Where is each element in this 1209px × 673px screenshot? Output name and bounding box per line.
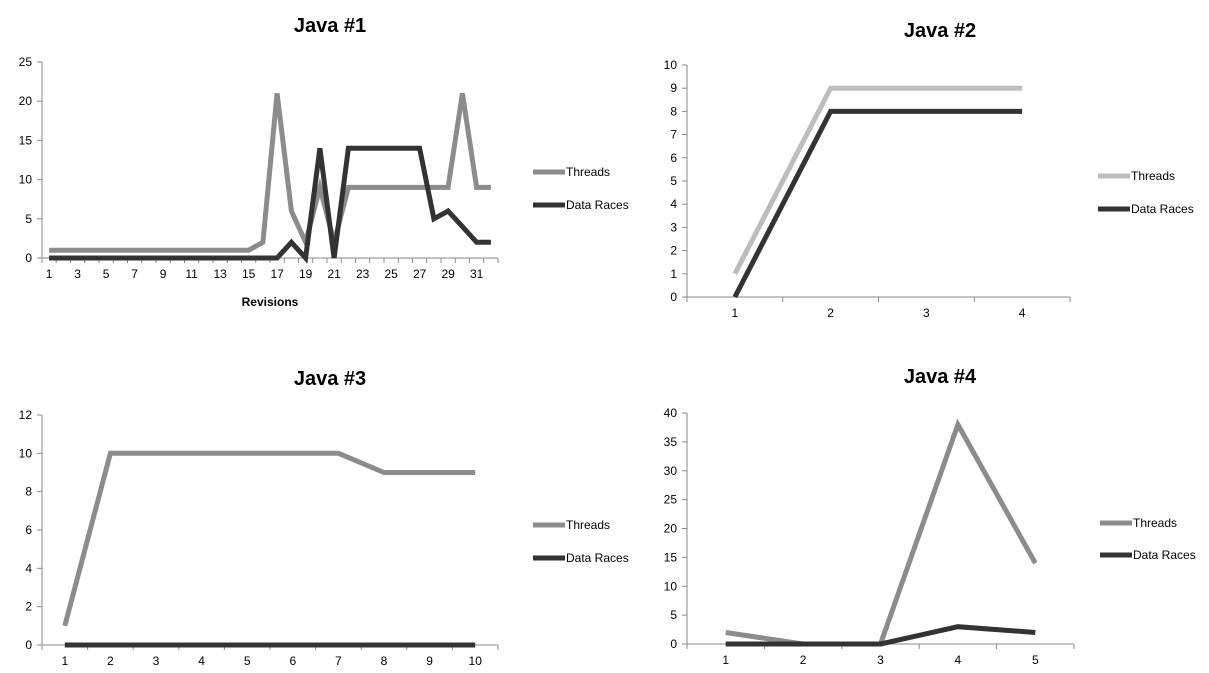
y-tick-label: 10 bbox=[19, 173, 33, 187]
y-tick-label: 12 bbox=[19, 408, 33, 422]
x-tick-label: 31 bbox=[470, 267, 484, 281]
x-axis-label: Revisions bbox=[242, 295, 299, 309]
x-tick-label: 9 bbox=[160, 267, 167, 281]
y-tick-label: 2 bbox=[670, 244, 677, 258]
x-tick-label: 7 bbox=[335, 654, 342, 668]
legend-label: Data Races bbox=[1133, 548, 1196, 562]
series-line-data-races bbox=[732, 108, 1023, 299]
x-tick-label: 7 bbox=[131, 267, 138, 281]
chart-title: Java #3 bbox=[294, 368, 366, 390]
x-tick-label: 4 bbox=[198, 654, 205, 668]
y-tick-label: 20 bbox=[19, 94, 33, 108]
y-tick-label: 30 bbox=[664, 464, 678, 478]
legend-label: Threads bbox=[566, 165, 610, 179]
x-tick-label: 9 bbox=[426, 654, 433, 668]
x-tick-label: 3 bbox=[153, 654, 160, 668]
x-tick-label: 5 bbox=[103, 267, 110, 281]
y-tick-label: 5 bbox=[670, 608, 677, 622]
legend-label: Threads bbox=[1133, 516, 1177, 530]
x-tick-label: 6 bbox=[289, 654, 296, 668]
series-line-threads bbox=[62, 450, 476, 627]
x-tick-label: 2 bbox=[800, 653, 807, 667]
y-tick-label: 40 bbox=[664, 406, 678, 420]
legend-label: Data Races bbox=[566, 551, 629, 565]
x-tick-label: 2 bbox=[827, 306, 834, 320]
x-tick-label: 5 bbox=[1032, 653, 1039, 667]
series-line-data-races bbox=[49, 145, 491, 264]
y-tick-label: 25 bbox=[664, 493, 678, 507]
y-tick-label: 0 bbox=[25, 251, 32, 265]
x-tick-label: 3 bbox=[877, 653, 884, 667]
y-tick-label: 6 bbox=[25, 523, 32, 537]
series-line-threads bbox=[732, 85, 1023, 275]
x-tick-label: 1 bbox=[732, 306, 739, 320]
x-tick-label: 21 bbox=[327, 267, 341, 281]
x-tick-label: 2 bbox=[107, 654, 114, 668]
x-tick-label: 17 bbox=[270, 267, 284, 281]
chart-title: Java #4 bbox=[904, 366, 977, 388]
y-tick-label: 9 bbox=[670, 81, 677, 95]
y-tick-label: 1 bbox=[670, 267, 677, 281]
y-tick-label: 5 bbox=[670, 174, 677, 188]
legend-label: Threads bbox=[566, 518, 610, 532]
legend-label: Data Races bbox=[1131, 202, 1194, 216]
x-tick-label: 11 bbox=[185, 267, 198, 281]
y-tick-label: 15 bbox=[19, 133, 33, 147]
x-tick-label: 15 bbox=[242, 267, 256, 281]
x-tick-label: 5 bbox=[244, 654, 251, 668]
y-tick-label: 8 bbox=[25, 485, 32, 499]
y-tick-label: 3 bbox=[670, 220, 677, 234]
series-line-threads bbox=[49, 93, 491, 253]
chart-title: Java #1 bbox=[294, 15, 366, 37]
legend-label: Data Races bbox=[566, 198, 629, 212]
y-tick-label: 20 bbox=[664, 522, 678, 536]
y-tick-label: 10 bbox=[664, 579, 678, 593]
x-tick-label: 3 bbox=[74, 267, 81, 281]
y-tick-label: 4 bbox=[25, 561, 32, 575]
y-tick-label: 7 bbox=[670, 128, 677, 142]
series-line-data-races bbox=[725, 624, 1036, 647]
x-tick-label: 1 bbox=[722, 653, 729, 667]
x-tick-label: 19 bbox=[299, 267, 313, 281]
y-tick-label: 0 bbox=[670, 637, 677, 651]
chart-4: Java #4 0 5 10 15 20 25 30 35 40 1 2 3 4 5 Threads Data … bbox=[664, 366, 1196, 667]
y-tick-label: 25 bbox=[19, 55, 33, 69]
x-tick-label: 1 bbox=[61, 654, 68, 668]
x-tick-label: 25 bbox=[384, 267, 398, 281]
x-tick-label: 23 bbox=[356, 267, 370, 281]
series-line-threads bbox=[725, 418, 1038, 647]
x-tick-label: 8 bbox=[381, 654, 388, 668]
chart-title: Java #2 bbox=[904, 20, 976, 42]
y-tick-label: 0 bbox=[25, 638, 32, 652]
x-tick-label: 10 bbox=[469, 654, 483, 668]
y-tick-label: 0 bbox=[670, 290, 677, 304]
y-tick-label: 2 bbox=[25, 600, 32, 614]
x-tick-label: 3 bbox=[923, 306, 930, 320]
x-tick-label: 13 bbox=[213, 267, 227, 281]
y-tick-label: 8 bbox=[670, 104, 677, 118]
chart-2: Java #2 0 1 2 3 4 5 6 7 8 9 10 1 2 3 4 Threads Data Races bbox=[664, 20, 1194, 320]
y-tick-label: 5 bbox=[25, 212, 32, 226]
y-tick-label: 10 bbox=[664, 58, 678, 72]
legend-label: Threads bbox=[1131, 169, 1175, 183]
y-tick-label: 10 bbox=[19, 446, 33, 460]
y-tick-label: 4 bbox=[670, 197, 677, 211]
y-tick-label: 6 bbox=[670, 151, 677, 165]
x-tick-label: 1 bbox=[46, 267, 53, 281]
x-tick-label: 4 bbox=[1019, 306, 1026, 320]
x-tick-label: 4 bbox=[955, 653, 962, 667]
y-tick-label: 15 bbox=[664, 550, 678, 564]
x-tick-label: 29 bbox=[441, 267, 455, 281]
y-tick-label: 35 bbox=[664, 435, 678, 449]
x-tick-label: 27 bbox=[413, 267, 427, 281]
